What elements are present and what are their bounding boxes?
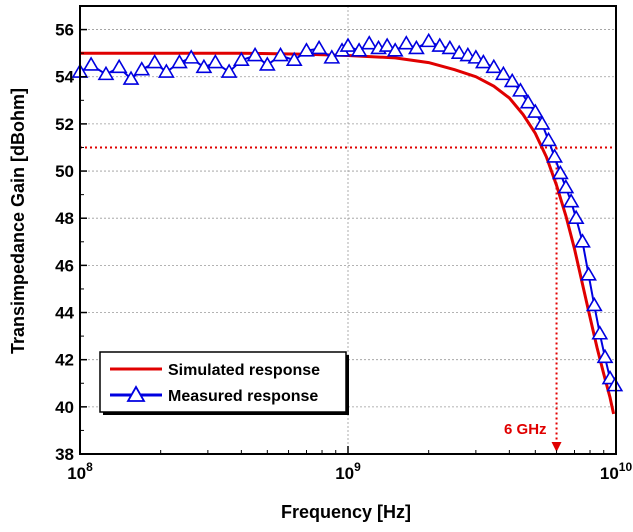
data-point xyxy=(122,70,140,85)
y-tick-label: 42 xyxy=(55,351,74,370)
data-point xyxy=(596,348,614,364)
data-point xyxy=(519,94,537,109)
legend: Simulated response Measured response xyxy=(99,351,349,415)
data-point xyxy=(246,46,264,62)
data-point xyxy=(540,131,557,147)
legend-label: Measured response xyxy=(168,388,318,405)
y-tick-label: 52 xyxy=(55,115,74,134)
series-layer xyxy=(71,32,624,415)
data-point xyxy=(298,42,315,57)
data-point xyxy=(397,35,415,50)
data-point xyxy=(585,296,603,312)
data-point xyxy=(580,266,597,281)
data-point xyxy=(272,46,289,62)
y-tick-label: 44 xyxy=(55,304,74,323)
y-tick-label: 38 xyxy=(55,445,74,464)
data-point xyxy=(485,58,503,74)
data-point xyxy=(82,56,100,71)
x-axis-title: Frequency [Hz] xyxy=(281,502,411,522)
data-point xyxy=(420,32,438,48)
data-point xyxy=(450,44,468,59)
data-point xyxy=(591,325,609,340)
data-point xyxy=(323,49,341,64)
data-point xyxy=(310,39,328,55)
y-tick-label: 48 xyxy=(55,209,74,228)
x-tick-label: 1010 xyxy=(600,460,633,483)
data-point xyxy=(567,209,585,225)
data-point xyxy=(512,82,529,97)
data-point xyxy=(258,56,276,71)
data-point xyxy=(339,37,357,52)
data-point xyxy=(133,61,151,76)
data-point xyxy=(171,54,188,69)
data-point xyxy=(146,54,164,69)
legend-box xyxy=(99,351,347,413)
data-point xyxy=(474,54,492,69)
data-point xyxy=(467,49,485,64)
data-point xyxy=(557,178,575,194)
data-point xyxy=(503,72,521,88)
annotation-label: 6 GHz xyxy=(504,421,547,438)
x-tick-label: 108 xyxy=(67,460,93,483)
data-point xyxy=(378,37,396,52)
data-point xyxy=(526,103,544,118)
data-point xyxy=(232,51,250,67)
data-point xyxy=(110,58,128,74)
data-point xyxy=(551,164,569,180)
data-point xyxy=(350,42,368,57)
x-tick-label: 109 xyxy=(335,460,361,483)
data-point xyxy=(195,58,213,74)
legend-label: Simulated response xyxy=(168,362,320,379)
data-point xyxy=(408,39,425,55)
data-point xyxy=(157,63,175,78)
legend-swatch-marker xyxy=(126,385,146,402)
data-point xyxy=(182,49,200,64)
annotations: 6 GHz xyxy=(504,421,547,438)
data-point xyxy=(546,148,563,163)
y-tick-label: 46 xyxy=(55,256,74,275)
y-tick-label: 54 xyxy=(55,68,74,87)
data-point xyxy=(360,35,378,50)
series-line-2 xyxy=(79,40,616,387)
data-point xyxy=(97,65,115,81)
data-point xyxy=(220,63,238,78)
data-point xyxy=(431,37,449,52)
data-point xyxy=(574,233,591,248)
data-point xyxy=(562,193,580,208)
data-point xyxy=(533,115,551,130)
data-point xyxy=(606,377,624,392)
data-point xyxy=(494,65,512,81)
data-point xyxy=(441,39,459,55)
data-point xyxy=(285,51,303,67)
y-tick-label: 50 xyxy=(55,162,74,181)
data-point xyxy=(206,54,224,69)
reference-lines xyxy=(80,146,616,452)
axes: 38 40 42 44 46 48 50 52 54 56 108 109 1010 xyxy=(55,21,632,483)
y-tick-label: 56 xyxy=(55,21,74,40)
arrow-head xyxy=(551,442,562,452)
y-tick-label: 40 xyxy=(55,398,74,417)
data-point xyxy=(386,42,404,57)
y-axis-title: Transimpedance Gain [dBohm] xyxy=(8,88,28,354)
